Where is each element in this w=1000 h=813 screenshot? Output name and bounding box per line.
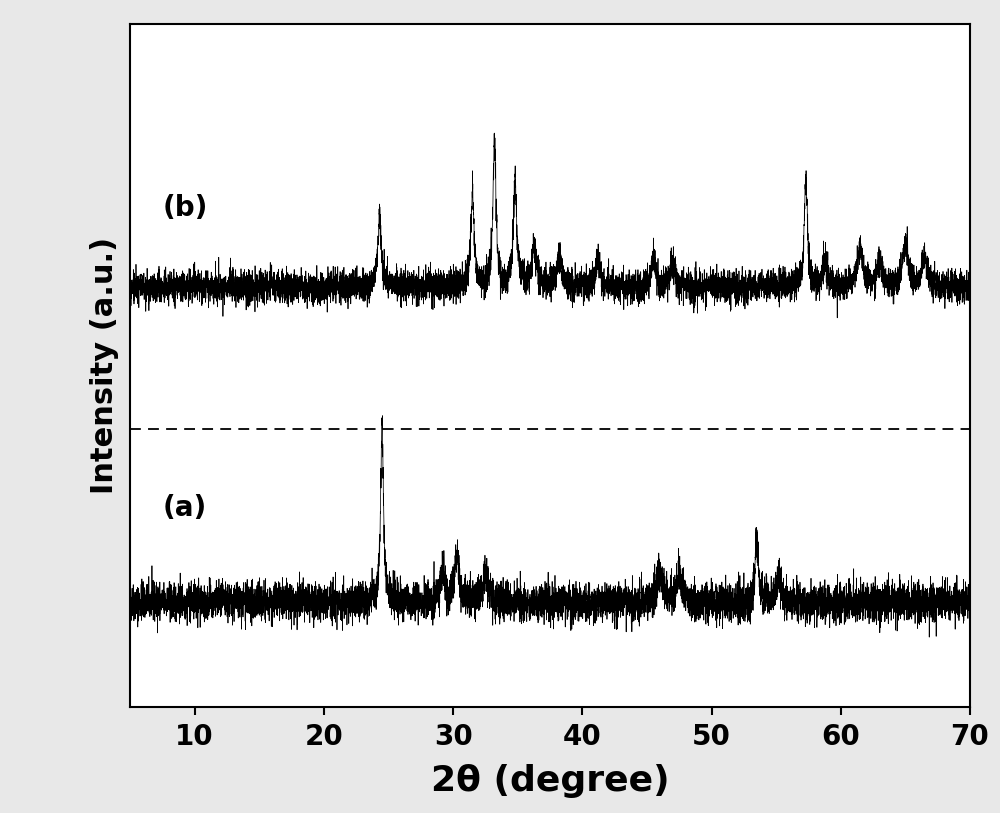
Text: (a): (a): [162, 493, 207, 522]
Text: (b): (b): [162, 194, 208, 222]
Y-axis label: Intensity (a.u.): Intensity (a.u.): [90, 237, 119, 494]
X-axis label: 2θ (degree): 2θ (degree): [431, 764, 669, 798]
